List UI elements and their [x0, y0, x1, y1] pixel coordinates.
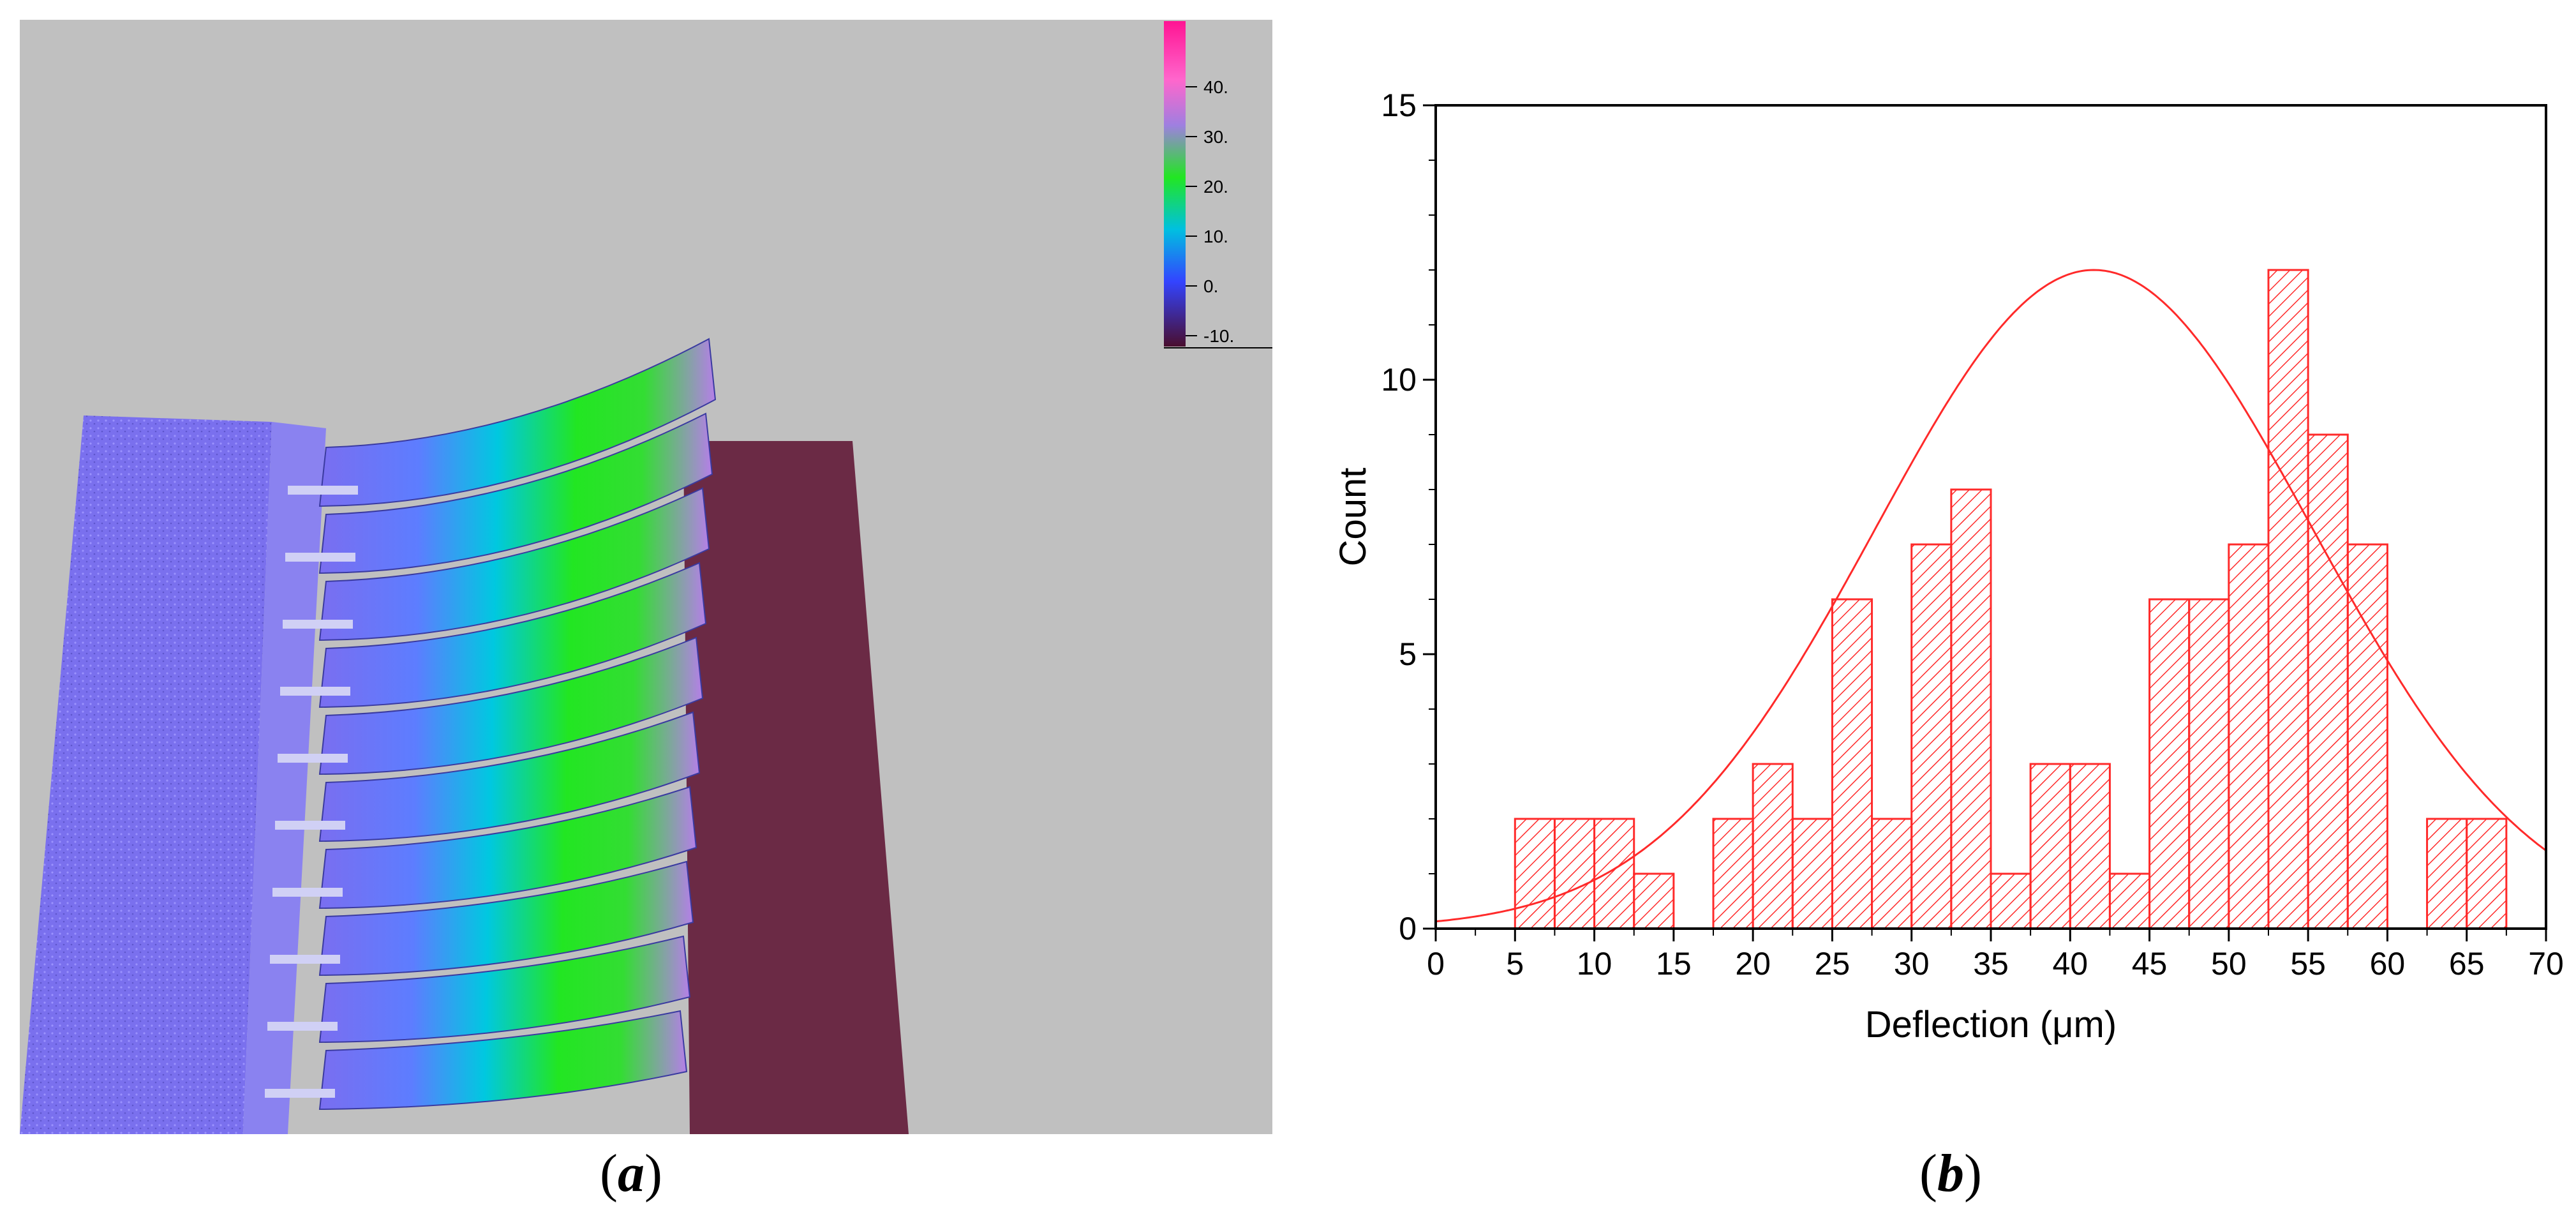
beam-anchor-edge [283, 620, 353, 629]
normal-fit-curve [1435, 269, 2547, 923]
histogram-bar [2069, 763, 2111, 930]
x-tick-label: 65 [2449, 946, 2485, 982]
histogram-bar [2228, 543, 2270, 930]
beam-anchor-edge [280, 687, 350, 696]
x-tick-label: 10 [1577, 946, 1612, 982]
histogram-bar [1871, 818, 1913, 930]
histogram-bar [1712, 818, 1754, 930]
histogram-bar [1831, 598, 1873, 930]
colorbar-tick-label: 20. [1203, 177, 1228, 197]
x-tick-label: 50 [2211, 946, 2247, 982]
histogram-bar [2148, 598, 2191, 930]
caption-a: (a) [600, 1144, 662, 1203]
histogram-bar [1514, 818, 1556, 930]
cantilever-beam [318, 562, 707, 708]
x-tick-label: 5 [1506, 946, 1524, 982]
histogram-bar [2426, 818, 2468, 930]
histogram-bar [2188, 598, 2230, 930]
caption-b: (b) [1919, 1144, 1982, 1203]
histogram-bar [2466, 818, 2508, 930]
colorbar: 40. 30. 20. 10. 0. -10. [1164, 21, 1272, 348]
histogram-bar [2267, 269, 2309, 930]
cantilever-beam [318, 786, 697, 909]
cantilever-beam [318, 412, 713, 574]
cantilever-beam [318, 711, 701, 842]
histogram-bar [1553, 818, 1596, 930]
x-tick-label: 0 [1427, 946, 1445, 982]
x-tick-label: 35 [1973, 946, 2009, 982]
surface-profile-image: 40. 30. 20. 10. 0. -10. [20, 20, 1272, 1134]
x-tick-label: 55 [2290, 946, 2326, 982]
histogram-bar [2346, 543, 2388, 930]
histogram-bar [2108, 872, 2151, 930]
cantilever-beam [318, 338, 717, 507]
histogram-bar [1633, 872, 1675, 930]
beam-anchor-edge [285, 553, 355, 562]
beam-anchor-edge [275, 821, 345, 830]
cantilever-beam [318, 487, 710, 641]
histogram-bar [1950, 488, 1992, 930]
x-tick-label: 40 [2052, 946, 2088, 982]
x-tick-label: 15 [1656, 946, 1692, 982]
anchor-surface [20, 415, 272, 1134]
colorbar-tick-label: -10. [1203, 326, 1234, 346]
beam-anchor-edge [278, 754, 348, 763]
histogram-bar [2307, 433, 2349, 930]
colorbar-tick-label: 10. [1203, 227, 1228, 246]
colorbar-tick-label: 40. [1203, 77, 1228, 97]
histogram-bars [1514, 269, 2508, 930]
beam-anchor-edge [272, 888, 343, 897]
y-tick-label: 15 [1381, 87, 1417, 123]
histogram-bar [1791, 818, 1833, 930]
cantilever-beam [318, 935, 691, 1044]
x-axis-title: Deflection (μm) [1865, 1004, 2117, 1045]
cantilever-beam [318, 860, 694, 976]
substrate-region [683, 441, 909, 1134]
histogram-bar [2029, 763, 2071, 930]
x-tick-label: 60 [2370, 946, 2406, 982]
x-tick-label: 45 [2132, 946, 2168, 982]
histogram-bar [1990, 872, 2032, 930]
colorbar-tick-label: 0. [1203, 276, 1218, 296]
y-tick-label: 5 [1399, 636, 1417, 672]
histogram-bar [1593, 818, 1635, 930]
x-tick-label: 20 [1735, 946, 1771, 982]
deflection-histogram: 0 5 10 15 20 25 30 35 40 45 50 55 60 65 70 0 5 10 15 Defle… [1332, 87, 2564, 1045]
surface-render: 40. 30. 20. 10. 0. -10. [20, 21, 1272, 1134]
beam-anchor-edge [267, 1022, 338, 1031]
axis-ticks: 0 5 10 15 20 25 30 35 40 45 50 55 60 65 70 0 5 10 15 [1381, 87, 2563, 982]
histogram-bar [1910, 543, 1953, 930]
y-axis-title: Count [1332, 468, 1374, 567]
histogram-bar [1752, 763, 1794, 930]
colorbar-tick-label: 30. [1203, 127, 1228, 147]
x-tick-label: 25 [1815, 946, 1850, 982]
cantilever-beam [318, 636, 704, 775]
y-tick-label: 0 [1399, 911, 1417, 946]
x-tick-label: 30 [1894, 946, 1930, 982]
cantilever-beams [265, 338, 717, 1111]
x-tick-label: 70 [2528, 946, 2564, 982]
beam-anchor-edge [270, 955, 340, 964]
cantilever-beam [318, 1010, 688, 1111]
beam-anchor-edge [265, 1089, 335, 1098]
beam-anchor-edge [288, 486, 358, 495]
y-tick-label: 10 [1381, 362, 1417, 398]
